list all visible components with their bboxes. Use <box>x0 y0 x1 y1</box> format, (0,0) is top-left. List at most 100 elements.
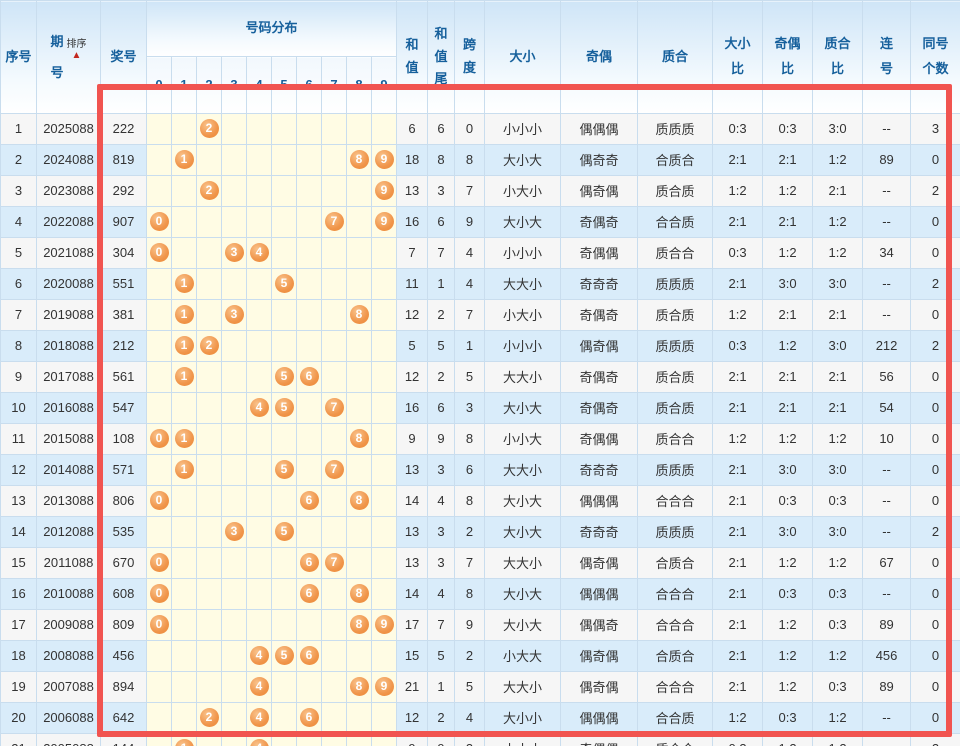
cell-sum: 14 <box>396 484 429 517</box>
ball-cell <box>171 577 197 610</box>
number-ball-5: 5 <box>274 367 294 387</box>
number-ball-1: 1 <box>174 429 194 449</box>
cell-prime-ratio: 0:3 <box>812 484 864 517</box>
ball-cell <box>346 546 372 579</box>
ball-cell: 1 <box>171 267 197 300</box>
table-row: 5 2021088 304 0 3 4 7 7 4 小小小 奇偶偶 质合合 0:3 1:2 1:2 34 0 <box>0 236 960 269</box>
ball-cell <box>271 329 297 362</box>
cell-seq: 8 <box>0 329 37 362</box>
ball-cell: 3 <box>221 236 247 269</box>
ball-cell <box>171 112 197 145</box>
cell-sum-tail: 7 <box>427 608 456 641</box>
cell-sum: 12 <box>396 701 429 734</box>
cell-parity-pattern: 奇偶奇 <box>560 205 639 238</box>
ball-cell <box>171 670 197 703</box>
ball-cell <box>171 391 197 424</box>
cell-parity-pattern: 奇偶偶 <box>560 422 639 455</box>
cell-period: 2011088 <box>36 546 101 579</box>
ball-cell <box>246 515 272 548</box>
cell-seq: 21 <box>0 732 37 746</box>
cell-size-ratio: 2:1 <box>712 143 764 176</box>
cell-size-ratio: 1:2 <box>712 701 764 734</box>
cell-parity-ratio: 2:1 <box>762 298 814 331</box>
ball-cell <box>346 701 372 734</box>
ball-cell: 8 <box>346 577 372 610</box>
cell-consecutive: -- <box>862 267 912 300</box>
number-ball-1: 1 <box>174 739 194 746</box>
cell-size-ratio: 2:1 <box>712 267 764 300</box>
ball-cell <box>346 453 372 486</box>
ball-cell <box>296 174 322 207</box>
number-ball-2: 2 <box>199 119 219 139</box>
cell-prime-ratio: 0:3 <box>812 577 864 610</box>
ball-cell <box>196 391 222 424</box>
number-ball-0: 0 <box>149 429 169 449</box>
cell-sum: 6 <box>396 112 429 145</box>
sort-control[interactable]: 排序 ▲ <box>67 39 87 61</box>
cell-same-count: 0 <box>910 453 960 486</box>
ball-cell <box>196 608 222 641</box>
cell-parity-ratio: 3:0 <box>762 515 814 548</box>
cell-size-pattern: 小小小 <box>484 112 562 145</box>
ball-cell <box>370 701 398 734</box>
cell-same-count: 0 <box>910 546 960 579</box>
cell-size-ratio: 2:1 <box>712 639 764 672</box>
cell-prime-pattern: 合合质 <box>637 205 714 238</box>
header-period[interactable]: 期 号 排序 ▲ <box>36 0 101 114</box>
cell-parity-pattern: 偶偶奇 <box>560 608 639 641</box>
ball-cell <box>271 732 297 746</box>
ball-cell <box>146 174 172 207</box>
ball-cell <box>221 422 247 455</box>
ball-cell: 1 <box>171 453 197 486</box>
digit-header-9: 9 <box>370 56 398 114</box>
cell-seq: 12 <box>0 453 37 486</box>
cell-seq: 3 <box>0 174 37 207</box>
number-ball-0: 0 <box>149 212 169 232</box>
cell-size-pattern: 大小大 <box>484 205 562 238</box>
cell-prime-ratio: 1:2 <box>812 701 864 734</box>
ball-cell: 5 <box>271 515 297 548</box>
number-ball-8: 8 <box>349 615 369 635</box>
table-row: 12 2014088 571 1 5 7 13 3 6 大大小 奇奇奇 质质质 2:1 3:0 3:0 -- 0 <box>0 453 960 486</box>
ball-cell <box>196 143 222 176</box>
ball-cell <box>370 515 398 548</box>
cell-same-count: 0 <box>910 205 960 238</box>
cell-prime-pattern: 质合合 <box>637 422 714 455</box>
cell-consecutive: -- <box>862 577 912 610</box>
ball-cell: 0 <box>146 484 172 517</box>
cell-prize-number: 561 <box>100 360 147 393</box>
ball-cell <box>146 112 172 145</box>
number-ball-0: 0 <box>149 615 169 635</box>
ball-cell <box>221 484 247 517</box>
ball-cell <box>346 112 372 145</box>
ball-cell <box>196 360 222 393</box>
ball-cell <box>221 546 247 579</box>
ball-cell <box>296 732 322 746</box>
cell-consecutive: -- <box>862 732 912 746</box>
ball-cell <box>296 329 322 362</box>
sort-label: 排序 <box>66 38 87 50</box>
cell-same-count: 2 <box>910 174 960 207</box>
ball-cell <box>296 267 322 300</box>
cell-sum-tail: 3 <box>427 546 456 579</box>
ball-cell: 6 <box>296 577 322 610</box>
table-row: 14 2012088 535 3 5 13 3 2 大小大 奇奇奇 质质质 2:1 3:0 3:0 -- 2 <box>0 515 960 548</box>
cell-sum: 17 <box>396 608 429 641</box>
cell-size-pattern: 大小大 <box>484 577 562 610</box>
number-ball-4: 4 <box>249 398 269 418</box>
number-ball-0: 0 <box>149 553 169 573</box>
ball-cell <box>370 112 398 145</box>
cell-span: 9 <box>454 205 486 238</box>
ball-cell: 9 <box>370 670 398 703</box>
cell-sum-tail: 6 <box>427 112 456 145</box>
ball-cell: 1 <box>171 143 197 176</box>
cell-sum-tail: 3 <box>427 515 456 548</box>
cell-consecutive: -- <box>862 298 912 331</box>
cell-size-pattern: 大小大 <box>484 143 562 176</box>
cell-span: 4 <box>454 236 486 269</box>
number-ball-6: 6 <box>299 553 319 573</box>
cell-sum-tail: 3 <box>427 174 456 207</box>
cell-size-ratio: 2:1 <box>712 608 764 641</box>
cell-span: 4 <box>454 267 486 300</box>
